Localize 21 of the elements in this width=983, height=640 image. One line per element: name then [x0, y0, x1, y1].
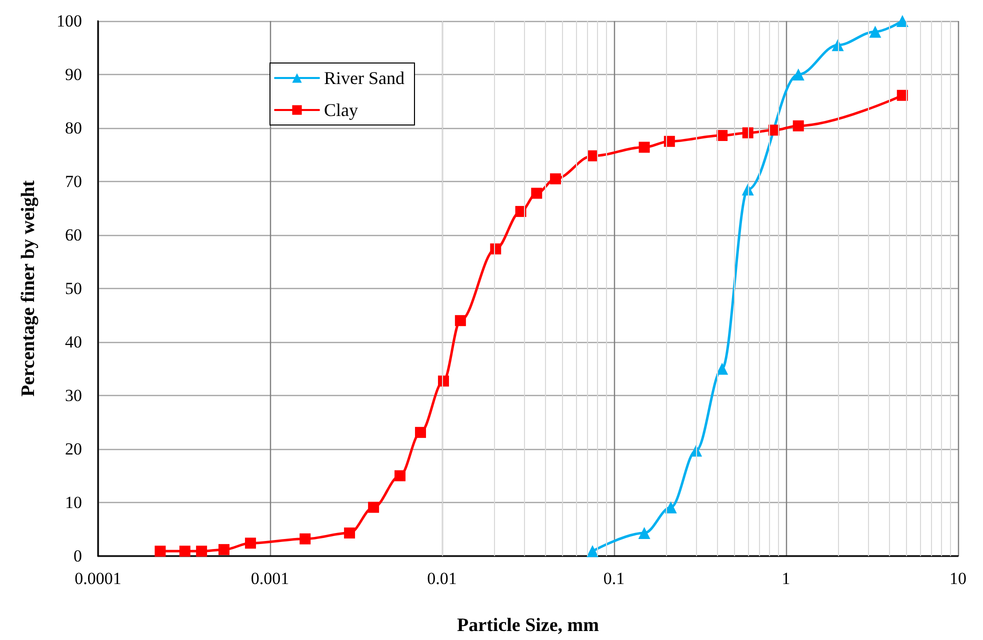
legend-label: River Sand: [324, 68, 404, 88]
y-axis-title: Percentage finer by weight: [18, 180, 39, 397]
y-tick-label: 0: [74, 546, 82, 566]
x-tick-label: 0.01: [427, 569, 457, 588]
y-tick-label: 80: [65, 118, 82, 138]
y-tick-label: 70: [65, 172, 82, 191]
y-tick-label: 20: [65, 440, 82, 458]
x-axis-title: Particle Size, mm: [457, 615, 600, 636]
legend-label: Clay: [324, 100, 358, 120]
y-tick-label: 60: [65, 226, 82, 244]
y-tick-label: 100: [56, 12, 82, 30]
x-tick-label: 10: [950, 569, 966, 588]
x-tick-label: 0.1: [603, 569, 625, 588]
x-tick-label: 0.0001: [74, 569, 122, 588]
y-tick-label: 10: [65, 493, 82, 512]
x-tick-label: 1: [782, 569, 790, 588]
y-tick-label: 50: [65, 279, 82, 298]
x-tick-label: 0.001: [250, 569, 290, 588]
y-tick-label: 40: [65, 332, 82, 352]
y-tick-label: 30: [65, 386, 82, 405]
y-tick-label: 90: [65, 65, 82, 84]
